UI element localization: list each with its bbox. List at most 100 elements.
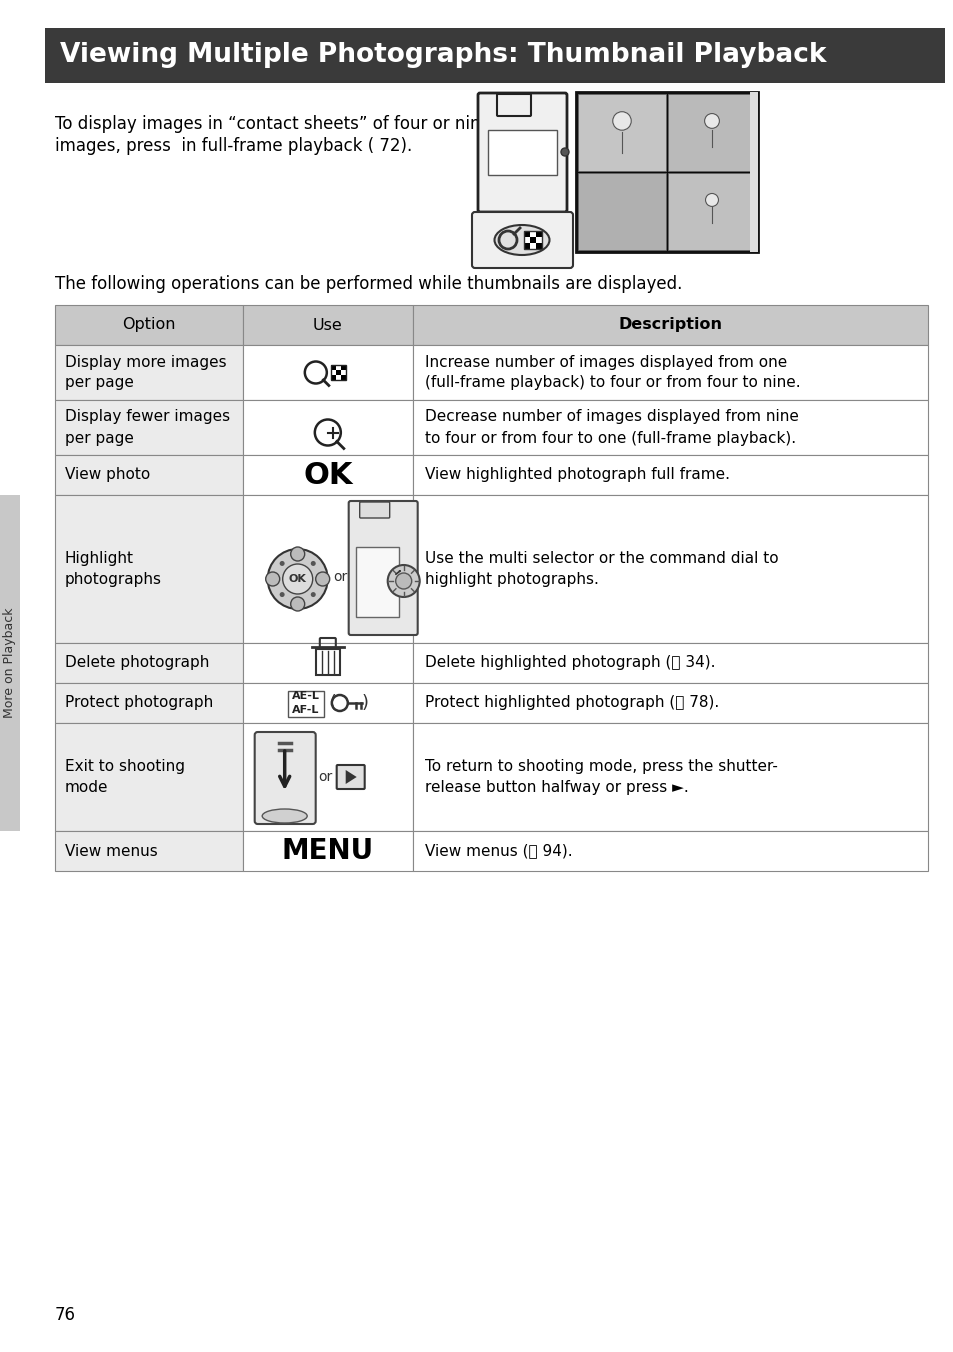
- Text: To return to shooting mode, press the shutter-
release button halfway or press ►: To return to shooting mode, press the sh…: [424, 758, 777, 795]
- Bar: [55, 683, 242, 723]
- FancyArrowPatch shape: [395, 571, 399, 575]
- Text: Decrease number of images displayed from nine
to four or from four to one (full-: Decrease number of images displayed from…: [424, 410, 798, 446]
- Bar: [242, 644, 413, 683]
- Bar: [667, 95, 755, 170]
- Text: Increase number of images displayed from one
(full-frame playback) to four or fr: Increase number of images displayed from…: [424, 354, 800, 391]
- Ellipse shape: [494, 224, 549, 256]
- Text: Viewing Multiple Photographs: Thumbnail Playback: Viewing Multiple Photographs: Thumbnail …: [60, 42, 825, 69]
- Bar: [55, 306, 242, 345]
- Circle shape: [315, 572, 330, 585]
- Bar: [413, 644, 927, 683]
- FancyBboxPatch shape: [336, 765, 364, 790]
- Text: View menus (📷 94).: View menus (📷 94).: [424, 844, 572, 859]
- Bar: [55, 495, 242, 644]
- Circle shape: [311, 561, 315, 566]
- Text: Display fewer images
per page: Display fewer images per page: [65, 410, 230, 446]
- Circle shape: [279, 592, 284, 598]
- Bar: [413, 456, 927, 495]
- Circle shape: [704, 114, 719, 128]
- FancyBboxPatch shape: [254, 731, 315, 823]
- Bar: [576, 92, 758, 251]
- Polygon shape: [345, 771, 356, 784]
- Circle shape: [266, 572, 279, 585]
- Bar: [331, 365, 345, 380]
- Circle shape: [612, 112, 631, 130]
- Bar: [530, 243, 536, 249]
- Bar: [242, 683, 413, 723]
- FancyBboxPatch shape: [472, 212, 573, 268]
- Circle shape: [395, 573, 412, 589]
- Bar: [530, 237, 536, 243]
- Text: Option: Option: [122, 318, 175, 333]
- Bar: [242, 306, 413, 345]
- Bar: [536, 231, 541, 237]
- Bar: [340, 370, 345, 375]
- Text: OK: OK: [289, 575, 306, 584]
- Bar: [413, 683, 927, 723]
- Bar: [331, 365, 335, 370]
- Text: Delete photograph: Delete photograph: [65, 656, 209, 671]
- Bar: [331, 370, 335, 375]
- Text: AF-L: AF-L: [292, 704, 319, 715]
- Bar: [335, 375, 340, 380]
- Bar: [331, 375, 335, 380]
- Bar: [288, 691, 323, 717]
- Bar: [242, 400, 413, 456]
- Bar: [55, 345, 242, 400]
- Bar: [242, 831, 413, 871]
- Bar: [340, 375, 345, 380]
- Bar: [0, 495, 20, 831]
- Bar: [55, 831, 242, 871]
- Text: Protect photograph: Protect photograph: [65, 695, 213, 711]
- FancyBboxPatch shape: [349, 502, 417, 635]
- Text: View menus: View menus: [65, 844, 157, 859]
- Circle shape: [279, 561, 284, 566]
- Text: Delete highlighted photograph (📷 34).: Delete highlighted photograph (📷 34).: [424, 656, 715, 671]
- Circle shape: [291, 548, 304, 561]
- Bar: [413, 831, 927, 871]
- Text: Display more images
per page: Display more images per page: [65, 354, 227, 391]
- Text: Highlight
photographs: Highlight photographs: [65, 552, 162, 587]
- Bar: [523, 237, 530, 243]
- Text: ): ): [361, 694, 369, 713]
- Bar: [335, 370, 340, 375]
- Bar: [523, 231, 530, 237]
- Bar: [55, 400, 242, 456]
- Bar: [523, 243, 530, 249]
- Bar: [488, 130, 557, 174]
- Bar: [536, 237, 541, 243]
- Bar: [315, 649, 339, 675]
- Text: Exit to shooting
mode: Exit to shooting mode: [65, 758, 185, 795]
- Bar: [578, 173, 665, 250]
- Text: Use: Use: [313, 318, 342, 333]
- Text: images, press  in full-frame playback ( 72).: images, press in full-frame playback ( 7…: [55, 137, 412, 155]
- Bar: [413, 495, 927, 644]
- Bar: [667, 173, 755, 250]
- Bar: [523, 231, 541, 249]
- Bar: [413, 723, 927, 831]
- Text: More on Playback: More on Playback: [4, 608, 16, 718]
- Text: or: or: [318, 771, 333, 784]
- Circle shape: [705, 193, 718, 207]
- Bar: [45, 28, 944, 82]
- Text: Description: Description: [618, 318, 721, 333]
- Bar: [55, 723, 242, 831]
- Circle shape: [387, 565, 419, 598]
- Circle shape: [282, 564, 313, 594]
- Bar: [242, 495, 413, 644]
- Bar: [413, 306, 927, 345]
- FancyBboxPatch shape: [359, 502, 389, 518]
- Bar: [340, 365, 345, 370]
- Circle shape: [311, 592, 315, 598]
- Bar: [55, 644, 242, 683]
- Text: (: (: [323, 694, 336, 713]
- Text: Use the multi selector or the command dial to
highlight photographs.: Use the multi selector or the command di…: [424, 552, 778, 587]
- Bar: [242, 723, 413, 831]
- Text: 76: 76: [55, 1306, 76, 1324]
- Ellipse shape: [262, 808, 307, 823]
- Bar: [530, 231, 536, 237]
- Text: OK: OK: [303, 461, 353, 489]
- Text: To display images in “contact sheets” of four or nine: To display images in “contact sheets” of…: [55, 115, 490, 132]
- Bar: [335, 365, 340, 370]
- Bar: [413, 345, 927, 400]
